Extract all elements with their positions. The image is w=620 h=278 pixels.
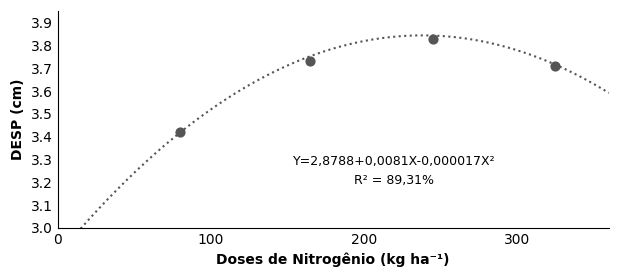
Point <box>551 64 560 68</box>
Point <box>305 59 315 64</box>
X-axis label: Doses de Nitrogênio (kg ha⁻¹): Doses de Nitrogênio (kg ha⁻¹) <box>216 252 450 267</box>
Y-axis label: DESP (cm): DESP (cm) <box>11 79 25 160</box>
Point <box>428 36 438 41</box>
Text: Y=2,8788+0,0081X-0,000017X²
R² = 89,31%: Y=2,8788+0,0081X-0,000017X² R² = 89,31% <box>293 155 496 187</box>
Point <box>175 130 185 134</box>
